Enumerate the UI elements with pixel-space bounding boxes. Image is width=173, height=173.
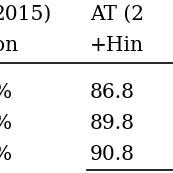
Text: %: % — [0, 114, 12, 133]
Text: 2015): 2015) — [0, 5, 52, 24]
Text: +Hin: +Hin — [90, 36, 144, 55]
Text: 86.8: 86.8 — [90, 83, 135, 102]
Text: %: % — [0, 145, 12, 164]
Text: %: % — [0, 83, 12, 102]
Text: AT (2: AT (2 — [90, 5, 144, 24]
Text: 90.8: 90.8 — [90, 145, 135, 164]
Text: 89.8: 89.8 — [90, 114, 135, 133]
Text: on: on — [0, 36, 18, 55]
